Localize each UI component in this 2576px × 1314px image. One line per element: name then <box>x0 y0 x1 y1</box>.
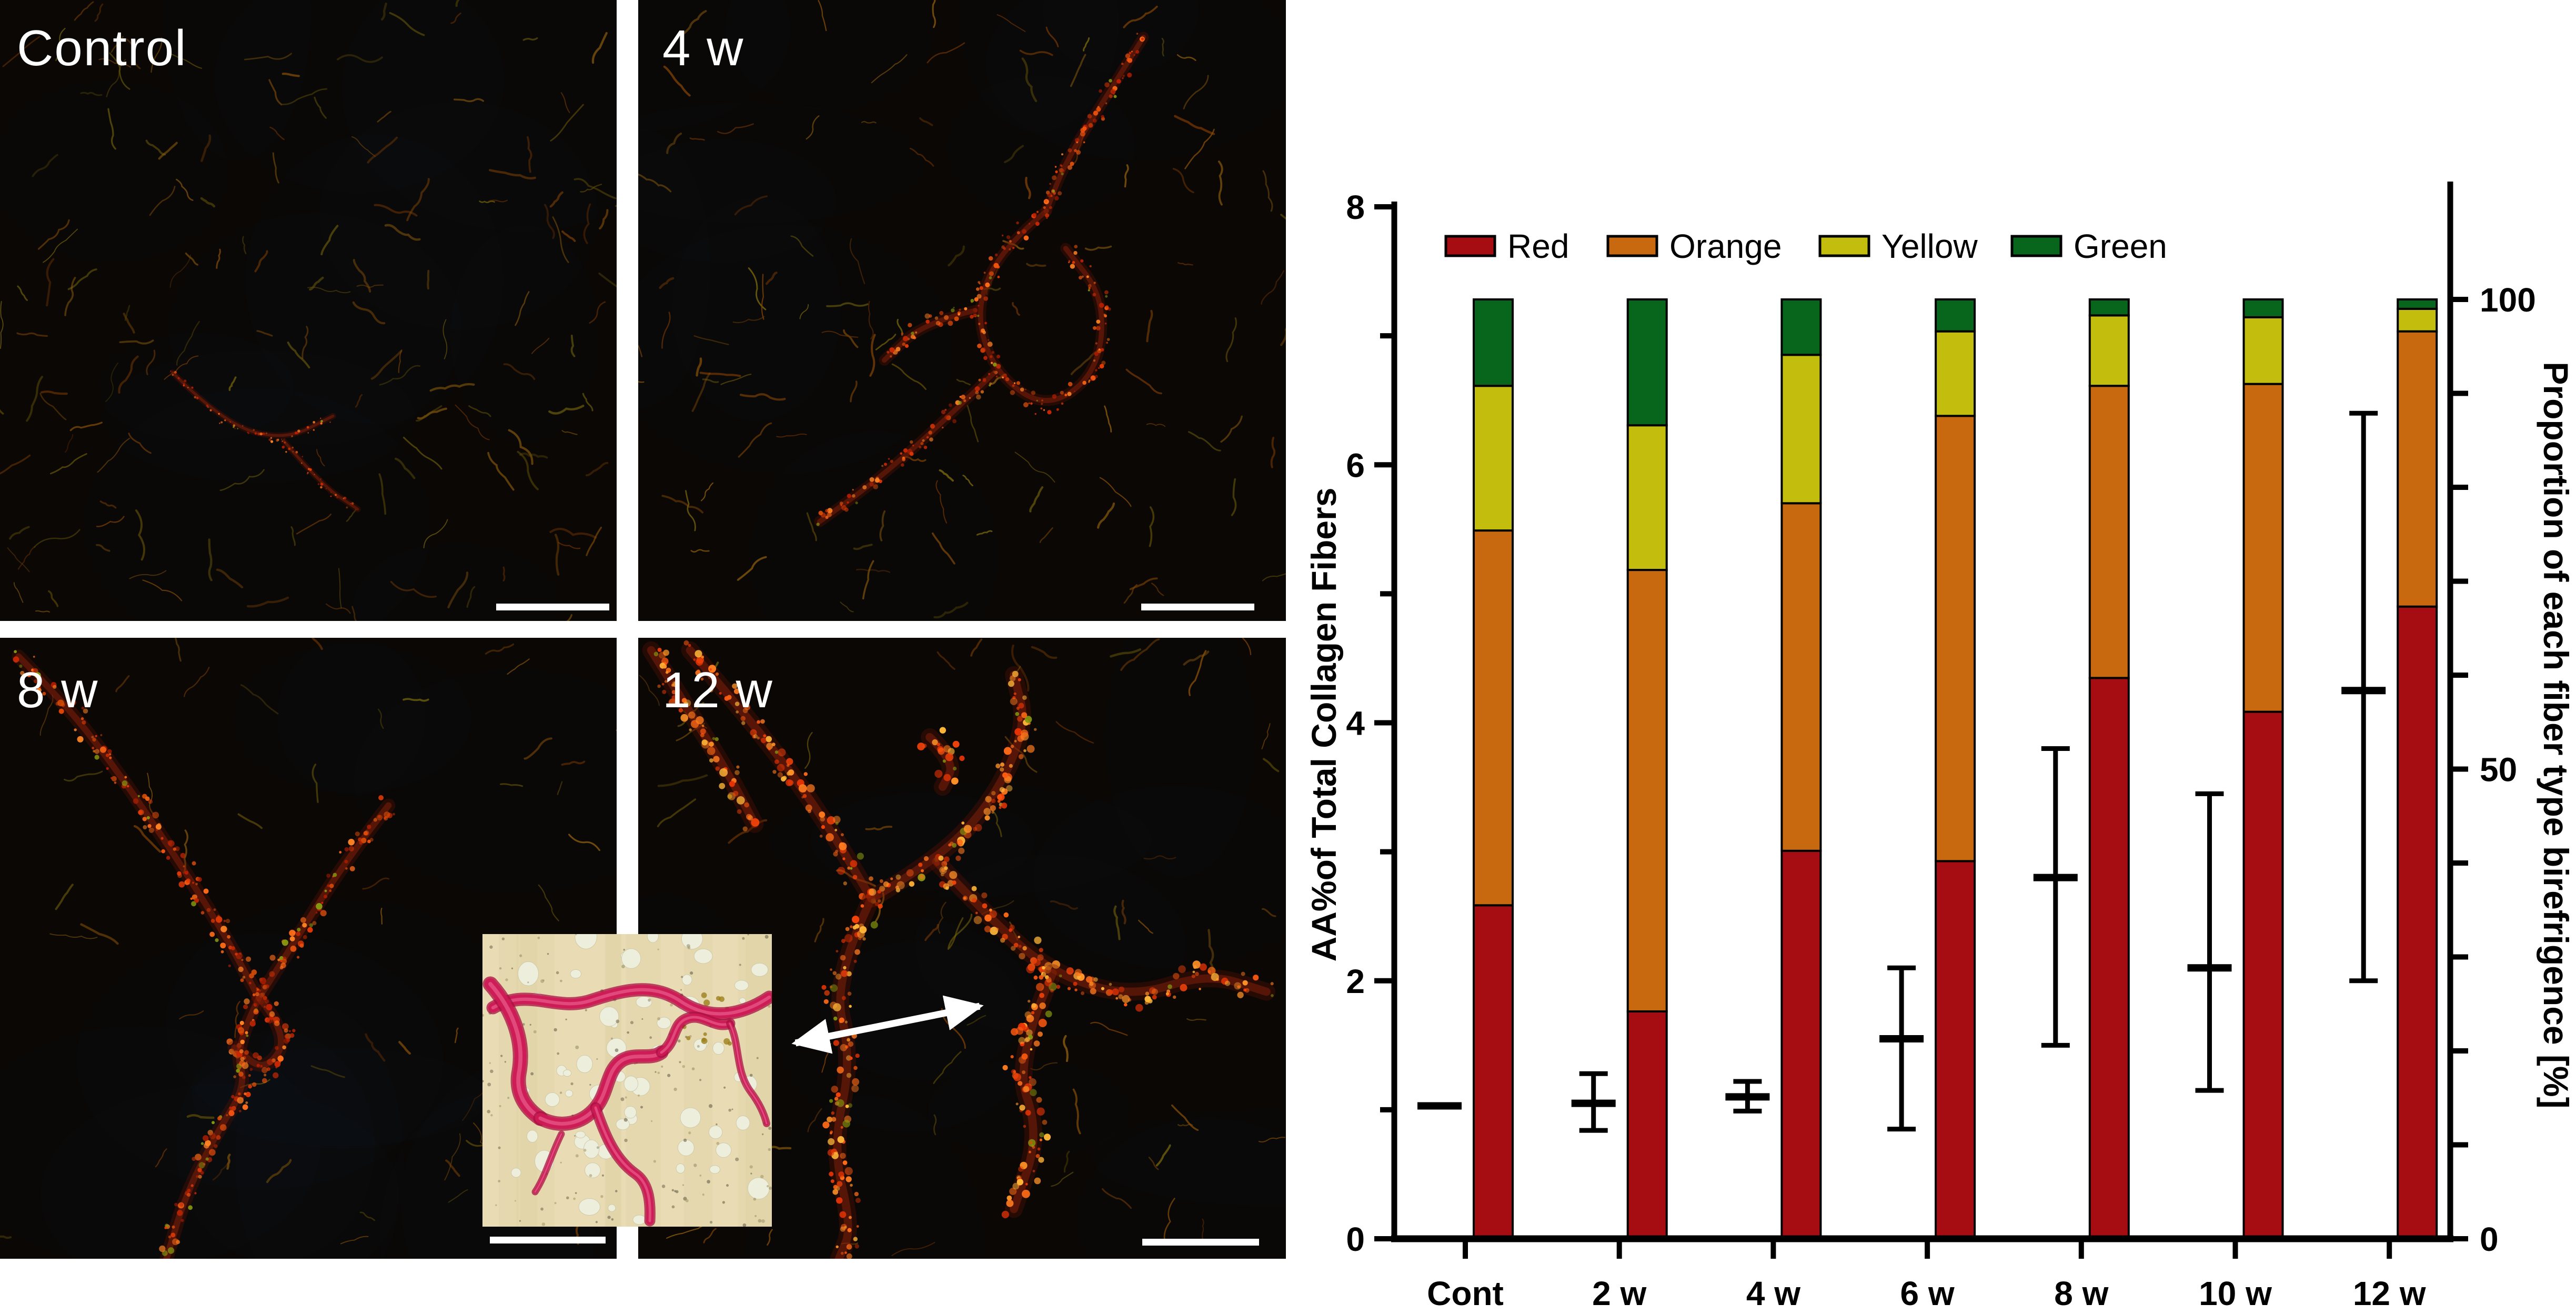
legend-label-red: Red <box>1507 227 1569 265</box>
bar-segment-green-10 w <box>2242 298 2284 318</box>
svg-text:8: 8 <box>1346 188 1365 226</box>
chart-group: 0 2 4 6 8 0 50 100 Cont 2 w 4 w 6 w 8 w 10 w 12 w Red Or… <box>1346 182 2536 1312</box>
double-arrow-icon <box>791 995 984 1054</box>
bar-segment-yellow-8 w <box>2088 314 2130 387</box>
bar-segment-red-Cont <box>1473 904 1514 1240</box>
legend-label-yellow: Yellow <box>1881 227 1978 265</box>
bar-segment-orange-10 w <box>2242 383 2284 713</box>
scale-bar <box>1141 604 1254 610</box>
bar-segment-green-2 w <box>1626 298 1668 427</box>
svg-text:8 w: 8 w <box>2054 1275 2108 1312</box>
bar-segment-yellow-6 w <box>1935 330 1976 417</box>
bar-segment-orange-2 w <box>1626 569 1668 1013</box>
error-bar-6 w <box>1879 965 1924 1132</box>
error-bar-10 w <box>2187 791 2232 1093</box>
svg-text:4: 4 <box>1346 705 1365 743</box>
svg-text:12 w: 12 w <box>2353 1275 2426 1312</box>
scale-bar <box>496 604 609 610</box>
bar-segment-green-12 w <box>2397 298 2438 310</box>
bar-segment-red-4 w <box>1780 849 1822 1240</box>
panel-label-control: Control <box>17 20 187 76</box>
legend-swatch-red <box>1444 235 1496 257</box>
svg-text:6 w: 6 w <box>1900 1275 1955 1312</box>
bar-segment-yellow-12 w <box>2397 307 2438 333</box>
scale-bar <box>490 1237 606 1243</box>
bar-segment-orange-8 w <box>2088 385 2130 679</box>
histology-inset <box>482 934 772 1227</box>
microscopy-image-4w <box>638 0 1286 621</box>
panel-label-8w: 8 w <box>17 662 99 718</box>
legend-label-green: Green <box>2074 227 2167 265</box>
left-axis-title: AA%of Total Collagen Fibers <box>1304 487 1343 962</box>
legend-swatch-yellow <box>1818 235 1870 257</box>
chart-plot-area: 0 2 4 6 8 0 50 100 Cont 2 w 4 w 6 w 8 w 10 w 12 w Red Or… <box>1346 182 2536 1312</box>
svg-text:2 w: 2 w <box>1592 1275 1646 1312</box>
bar-chart: 0 2 4 6 8 0 50 100 Cont 2 w 4 w 6 w 8 w 10 w 12 w Red Or… <box>1289 0 2576 1314</box>
bar-segment-yellow-2 w <box>1626 424 1668 571</box>
right-axis-title: Proportion of each fiber type birefrigen… <box>2537 362 2575 1109</box>
svg-text:Cont: Cont <box>1427 1275 1504 1312</box>
bar-segment-orange-4 w <box>1780 502 1822 852</box>
micro-panel-control: Control <box>0 0 617 621</box>
bar-segment-green-6 w <box>1935 298 1976 333</box>
svg-text:6: 6 <box>1346 446 1365 484</box>
error-bar-12 w <box>2341 410 2386 984</box>
svg-text:4 w: 4 w <box>1746 1275 1800 1312</box>
micro-panel-4w: 4 w <box>638 0 1286 621</box>
panel-label-12w: 12 w <box>662 662 773 718</box>
svg-text:2: 2 <box>1346 962 1365 1000</box>
legend-swatch-orange <box>1606 235 1658 257</box>
chart-legend: Red Orange Yellow Green <box>1444 227 2167 265</box>
bar-segment-red-6 w <box>1935 860 1976 1240</box>
bar-segment-yellow-4 w <box>1780 354 1822 505</box>
svg-text:10 w: 10 w <box>2199 1275 2272 1312</box>
bar-segment-yellow-10 w <box>2242 316 2284 385</box>
scale-bar <box>1142 1239 1259 1246</box>
error-bar-8 w <box>2033 746 2078 1048</box>
legend-label-orange: Orange <box>1669 227 1782 265</box>
svg-text:100: 100 <box>2480 281 2536 319</box>
bar-segment-orange-Cont <box>1473 529 1514 907</box>
bar-segment-red-8 w <box>2088 677 2130 1240</box>
bar-segment-green-8 w <box>2088 298 2130 317</box>
bar-segment-orange-12 w <box>2397 330 2438 608</box>
svg-text:50: 50 <box>2480 751 2517 789</box>
bar-segment-red-2 w <box>1626 1010 1668 1240</box>
bar-segment-yellow-Cont <box>1473 385 1514 532</box>
error-bar-4 w <box>1725 1079 1770 1114</box>
error-bar-2 w <box>1571 1071 1616 1133</box>
bar-segment-green-Cont <box>1473 298 1514 387</box>
bar-segment-red-10 w <box>2242 710 2284 1240</box>
legend-swatch-green <box>2010 235 2062 257</box>
svg-text:0: 0 <box>1346 1220 1365 1258</box>
microscopy-image-control <box>0 0 617 621</box>
bar-segment-orange-6 w <box>1935 415 1976 862</box>
panel-label-4w: 4 w <box>662 20 744 76</box>
bar-segment-green-4 w <box>1780 298 1822 356</box>
svg-text:0: 0 <box>2480 1220 2499 1258</box>
bar-segment-red-12 w <box>2397 605 2438 1240</box>
